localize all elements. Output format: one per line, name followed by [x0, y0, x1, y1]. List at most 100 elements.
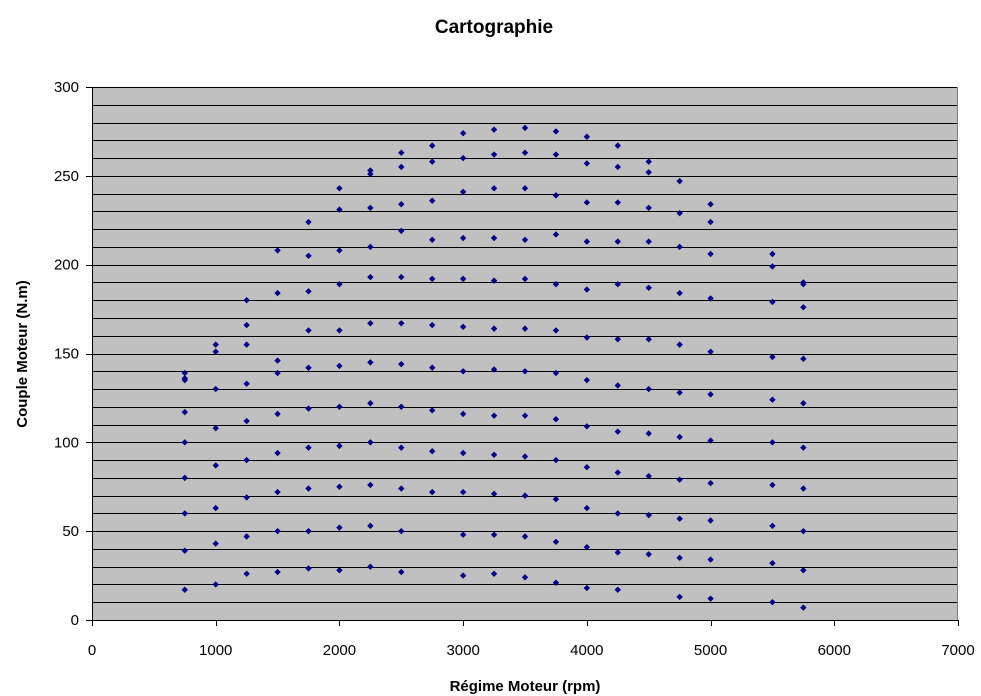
x-tick-label: 5000 [694, 642, 727, 659]
data-point [676, 243, 683, 251]
data-point [707, 391, 714, 398]
data-point [800, 355, 807, 363]
data-point [521, 574, 529, 581]
data-point [243, 341, 250, 348]
data-point [305, 327, 312, 334]
data-point [459, 323, 467, 331]
data-point [490, 490, 498, 498]
data-point [521, 368, 529, 375]
data-point [429, 158, 436, 165]
data-point [274, 568, 281, 576]
data-point [181, 369, 188, 377]
x-tick-label: 7000 [941, 642, 974, 659]
data-point [398, 149, 405, 156]
axes [92, 87, 958, 621]
data-point [336, 362, 343, 370]
data-point [769, 353, 776, 361]
data-point [552, 151, 560, 158]
data-point [583, 584, 591, 592]
data-point [429, 236, 436, 243]
data-point [552, 416, 560, 423]
data-point [274, 357, 281, 364]
data-point [521, 185, 529, 192]
y-tick-label: 50 [62, 523, 79, 540]
data-point [181, 408, 188, 416]
data-point [583, 334, 591, 341]
data-point [181, 439, 188, 446]
y-tick-label: 250 [54, 168, 79, 185]
data-point [181, 586, 188, 593]
data-point [367, 243, 374, 251]
data-point [398, 201, 405, 208]
data-point [769, 250, 776, 258]
data-point [676, 515, 683, 522]
data-point [398, 320, 405, 327]
data-point [459, 531, 467, 538]
data-point [243, 297, 250, 304]
data-point [429, 448, 436, 455]
data-point [707, 595, 714, 602]
data-point [645, 511, 652, 519]
data-point [459, 129, 467, 137]
data-point [305, 405, 312, 412]
data-point [800, 304, 807, 311]
data-point [274, 247, 281, 254]
data-point [707, 437, 714, 444]
data-point [336, 567, 343, 574]
data-point [552, 579, 560, 586]
data-point [769, 559, 776, 567]
data-point [274, 527, 281, 535]
data-point [243, 456, 250, 464]
data-point [181, 547, 188, 554]
data-point [676, 209, 683, 217]
data-point [521, 325, 529, 332]
data-point [336, 403, 343, 410]
data-point [398, 568, 405, 576]
data-point [614, 238, 621, 245]
data-point [614, 549, 621, 556]
y-tick-label: 300 [54, 79, 79, 96]
x-tick-label: 0 [88, 642, 96, 659]
data-point [614, 382, 621, 389]
data-point [800, 485, 807, 492]
data-point [490, 126, 498, 133]
data-point [274, 488, 281, 496]
data-point [800, 567, 807, 574]
data-point [398, 444, 405, 451]
data-point [459, 368, 467, 375]
data-point [552, 192, 560, 199]
data-point [336, 524, 343, 531]
data-point [212, 424, 219, 432]
data-point [614, 281, 621, 288]
data-point [336, 206, 343, 213]
data-point [305, 364, 312, 371]
data-point [398, 485, 405, 492]
data-point [552, 128, 560, 135]
data-point [800, 604, 807, 611]
data-point [305, 252, 312, 259]
data-point [459, 449, 467, 457]
data-point [614, 163, 621, 171]
data-point [459, 572, 467, 579]
data-point [769, 263, 776, 270]
data-point [243, 417, 250, 425]
data-point [769, 396, 776, 403]
y-tick-label: 150 [54, 346, 79, 363]
data-point [274, 410, 281, 418]
data-point [800, 527, 807, 535]
data-point [552, 327, 560, 334]
data-point [243, 321, 250, 329]
data-point [583, 160, 591, 167]
data-point [212, 540, 219, 547]
data-point [459, 188, 467, 196]
x-tick-labels: 0 1000 2000 3000 4000 5000 6000 7000 [88, 620, 975, 659]
data-point [398, 273, 405, 281]
y-tick-label: 100 [54, 434, 79, 451]
data-point [305, 565, 312, 572]
data-point [490, 325, 498, 332]
data-point [583, 464, 591, 471]
data-point [212, 341, 219, 348]
data-point [645, 238, 652, 245]
data-point [243, 494, 250, 501]
